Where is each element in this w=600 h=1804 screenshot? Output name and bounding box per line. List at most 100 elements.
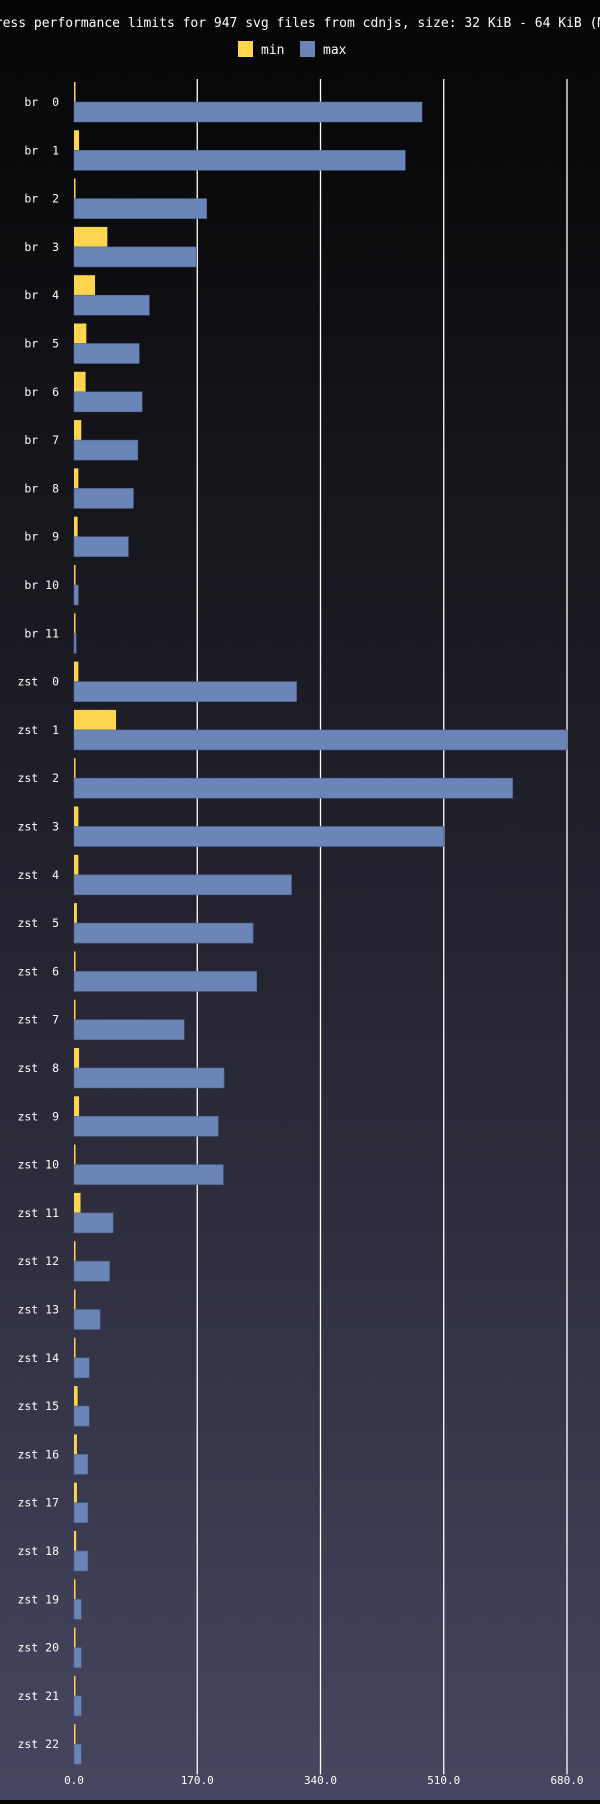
legend: min max bbox=[238, 41, 347, 58]
bar-min bbox=[74, 1482, 77, 1503]
bar-max bbox=[73, 439, 139, 461]
x-tick-label: 340.0 bbox=[304, 1774, 337, 1787]
x-axis-tick-labels: 0.0 170.0 340.0 510.0 680.0 bbox=[64, 1774, 584, 1787]
bar-min bbox=[74, 468, 79, 489]
bar-max bbox=[73, 1116, 219, 1137]
bar-min bbox=[74, 1386, 78, 1407]
category-label: br 4 bbox=[24, 288, 59, 302]
bar-max bbox=[73, 1212, 114, 1234]
bar-max bbox=[73, 150, 406, 171]
bar-min bbox=[74, 1675, 76, 1696]
x-tick-label: 170.0 bbox=[181, 1774, 214, 1787]
bar-min bbox=[74, 1337, 76, 1358]
legend-swatch-max bbox=[300, 41, 315, 57]
bar-min bbox=[74, 275, 96, 296]
category-label: zst 13 bbox=[17, 1303, 59, 1317]
bar-max bbox=[73, 584, 79, 606]
bar-max bbox=[73, 536, 129, 558]
category-label: br 2 bbox=[24, 192, 59, 206]
bar-max bbox=[73, 1695, 82, 1717]
bar-max bbox=[73, 1454, 89, 1475]
bar-min bbox=[74, 1289, 76, 1310]
category-labels: br 0 br 1 br 2 br 3 br 4 br 5 br 6 br 7 br 8 br 9… bbox=[17, 95, 59, 1751]
category-label: zst 5 bbox=[17, 916, 59, 930]
bar-max bbox=[73, 391, 143, 413]
bar-max bbox=[73, 343, 140, 364]
bar-min bbox=[74, 178, 76, 199]
bar-max bbox=[73, 1309, 101, 1330]
bar-max bbox=[73, 874, 292, 896]
bar-max bbox=[73, 1743, 82, 1765]
category-label: br 9 bbox=[24, 530, 59, 544]
bar-min bbox=[74, 1144, 76, 1165]
category-label: br 1 bbox=[24, 143, 59, 157]
category-label: zst 7 bbox=[17, 1013, 59, 1027]
category-label: zst 10 bbox=[17, 1158, 59, 1172]
category-label: zst 0 bbox=[17, 675, 59, 689]
bar-min bbox=[74, 1048, 80, 1068]
category-label: br 7 bbox=[24, 433, 59, 447]
category-label: zst 19 bbox=[17, 1592, 59, 1606]
bar-min bbox=[74, 323, 87, 344]
bar-min bbox=[74, 82, 76, 102]
category-label: zst 2 bbox=[17, 771, 59, 785]
bar-min bbox=[74, 1192, 81, 1213]
category-label: zst 16 bbox=[17, 1447, 59, 1461]
bar-min bbox=[74, 565, 76, 585]
chart-title: Compress performance limits for 947 svg … bbox=[0, 16, 600, 31]
bar-max bbox=[73, 488, 134, 509]
bar-min bbox=[74, 1434, 77, 1455]
bar-max bbox=[73, 1067, 225, 1089]
bar-max bbox=[73, 777, 513, 799]
category-label: br 10 bbox=[24, 578, 59, 592]
bar-min bbox=[74, 371, 86, 392]
legend-label-max: max bbox=[323, 43, 347, 58]
bar-min bbox=[74, 1241, 76, 1262]
category-label: zst 8 bbox=[17, 1061, 59, 1075]
x-tick-label: 510.0 bbox=[427, 1774, 460, 1787]
bar-max bbox=[73, 826, 445, 847]
category-label: zst 18 bbox=[17, 1544, 59, 1558]
category-label: zst 9 bbox=[17, 1109, 59, 1123]
bar-max bbox=[73, 681, 297, 702]
category-label: br 3 bbox=[24, 240, 59, 254]
bar-max bbox=[73, 246, 197, 268]
bar-min bbox=[74, 951, 76, 972]
category-label: zst 3 bbox=[17, 820, 59, 834]
bar-min bbox=[74, 1531, 77, 1551]
category-label: br 0 bbox=[24, 95, 59, 109]
x-tick-label: 680.0 bbox=[550, 1774, 583, 1787]
category-label: zst 14 bbox=[17, 1351, 59, 1365]
bar-max bbox=[73, 971, 257, 992]
bar-min bbox=[74, 709, 117, 730]
bar-max bbox=[73, 101, 423, 123]
category-label: br 5 bbox=[24, 337, 59, 351]
bar-max bbox=[73, 1164, 224, 1185]
bar-min bbox=[74, 903, 77, 924]
category-label: zst 17 bbox=[17, 1496, 59, 1510]
bar-max bbox=[73, 922, 254, 944]
legend-swatch-min bbox=[238, 41, 253, 57]
bar-max bbox=[73, 1599, 82, 1620]
category-label: zst 22 bbox=[17, 1737, 59, 1751]
category-label: zst 12 bbox=[17, 1254, 59, 1268]
category-label: zst 21 bbox=[17, 1689, 59, 1703]
category-label: br 6 bbox=[24, 385, 59, 399]
bar-min bbox=[74, 758, 76, 779]
bar-max bbox=[73, 1550, 89, 1572]
bar-max bbox=[73, 1405, 90, 1427]
category-label: zst 20 bbox=[17, 1641, 59, 1655]
x-tick-label: 0.0 bbox=[64, 1774, 84, 1787]
category-label: zst 4 bbox=[17, 868, 59, 882]
bar-max bbox=[73, 632, 77, 654]
bar-min bbox=[74, 854, 79, 875]
category-label: zst 6 bbox=[17, 964, 59, 978]
category-label: zst 1 bbox=[17, 723, 59, 737]
category-label: br 11 bbox=[24, 626, 59, 640]
bar-min bbox=[74, 420, 82, 441]
category-label: zst 11 bbox=[17, 1206, 59, 1220]
bar-max bbox=[73, 1647, 82, 1668]
bar-min bbox=[74, 1579, 76, 1600]
bar-min bbox=[74, 1096, 80, 1117]
